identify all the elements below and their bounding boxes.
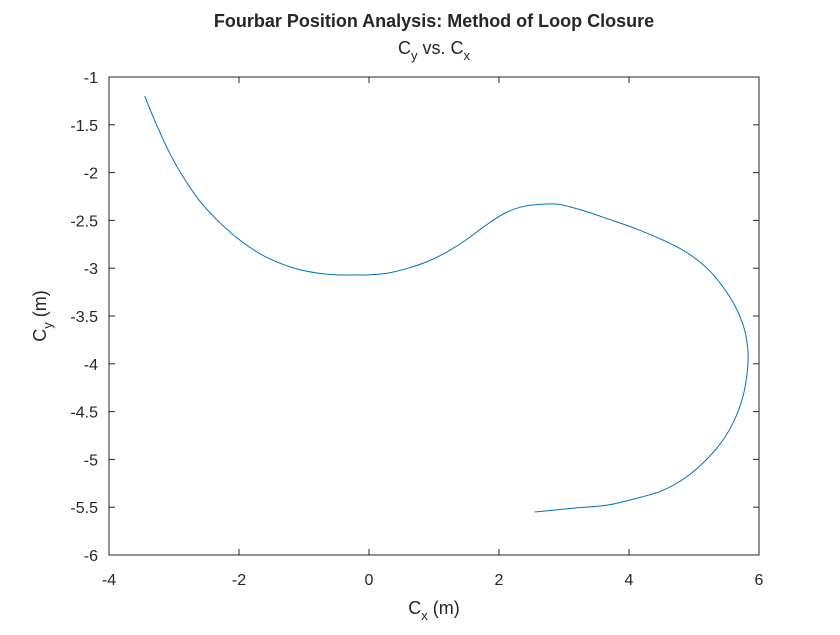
y-axis-label-base: C: [30, 329, 50, 342]
series-line: [144, 95, 749, 513]
chart-title: Fourbar Position Analysis: Method of Loo…: [214, 11, 654, 31]
series-group: [144, 95, 749, 513]
subtitle-cx-sub: x: [464, 48, 471, 63]
x-tick-label: 4: [625, 572, 634, 589]
subtitle-cx-base: C: [451, 38, 464, 58]
x-axis-ticks: -4 -2 0 2 4 6: [102, 77, 764, 589]
y-axis-ticks: -1 -1.5 -2 -2.5 -3 -3.5 -4 -4.5 -5 -5.5 -6: [70, 70, 759, 565]
y-tick-label: -6: [84, 548, 98, 565]
y-tick-label: -4.5: [70, 405, 98, 422]
subtitle-cy-sub: y: [411, 48, 418, 63]
y-tick-label: -5: [84, 452, 98, 469]
y-tick-label: -4: [84, 357, 98, 374]
y-tick-label: -3.5: [70, 309, 98, 326]
x-axis-label-base: C: [408, 598, 421, 618]
y-axis-label-sub: y: [40, 322, 55, 329]
y-tick-label: -3: [84, 261, 98, 278]
y-tick-label: -2.5: [70, 213, 98, 230]
chart-subtitle: Cy vs. Cx: [398, 38, 471, 63]
y-tick-label: -5.5: [70, 500, 98, 517]
y-axis-label-unit: (m): [30, 290, 50, 322]
x-axis-label-unit: (m): [428, 598, 460, 618]
x-tick-label: 6: [755, 572, 764, 589]
x-tick-label: 0: [365, 572, 374, 589]
x-axis-label: Cx (m): [408, 598, 459, 623]
x-tick-label: -4: [102, 572, 116, 589]
x-axis-label-sub: x: [421, 608, 428, 623]
x-tick-label: -2: [232, 572, 246, 589]
y-tick-label: -1: [84, 70, 98, 87]
subtitle-cy-base: C: [398, 38, 411, 58]
y-tick-label: -1.5: [70, 118, 98, 135]
y-axis-label: Cy (m): [30, 290, 55, 341]
subtitle-vs: vs.: [417, 38, 450, 58]
x-tick-label: 2: [495, 572, 504, 589]
plot-area-box: [108, 76, 760, 556]
y-tick-label: -2: [84, 166, 98, 183]
